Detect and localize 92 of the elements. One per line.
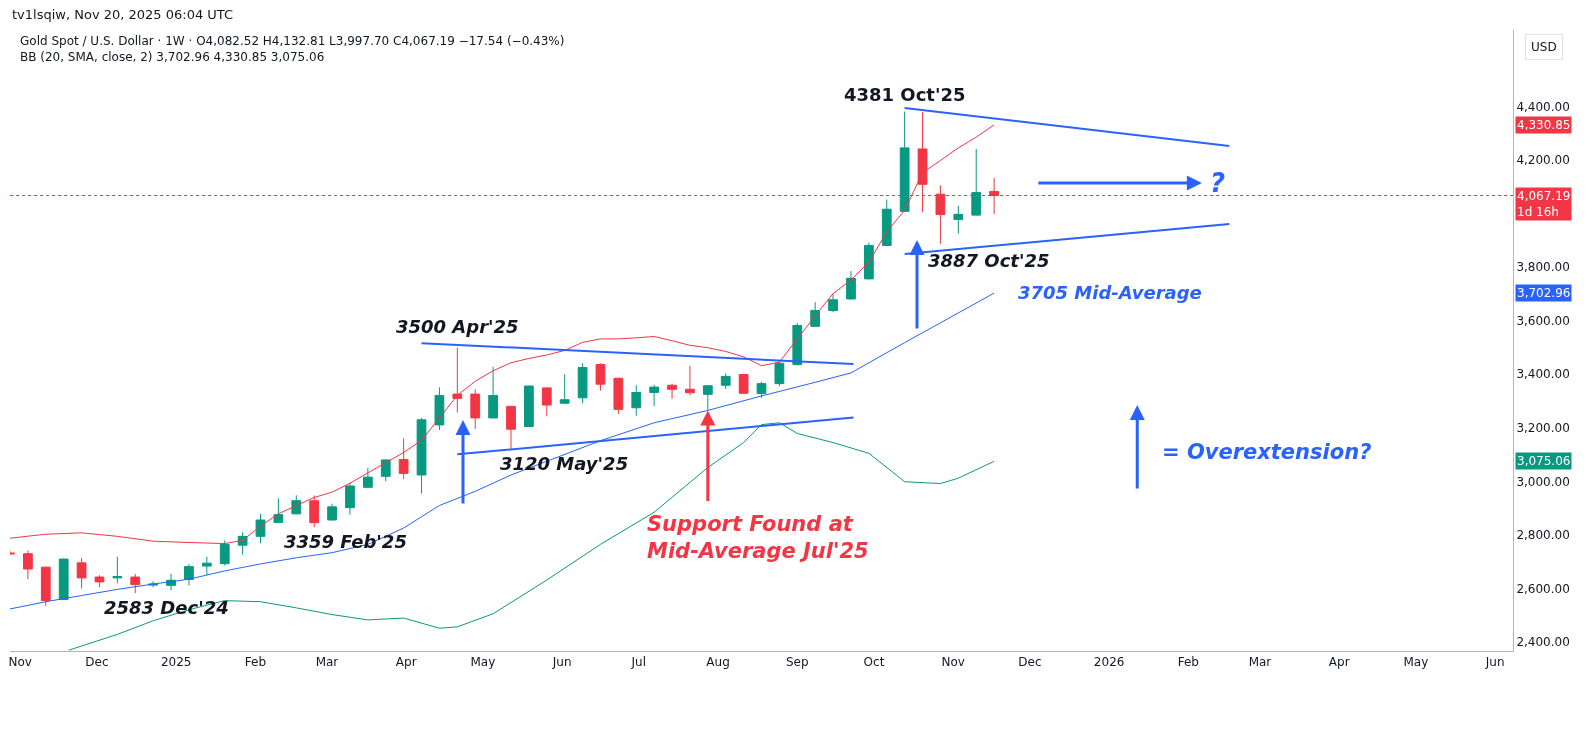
candlestick <box>452 346 463 414</box>
candlestick <box>23 550 33 580</box>
candlestick <box>524 385 534 428</box>
text: 4,330.85 <box>1517 118 1571 132</box>
y-tick-label: 2,600.00 <box>1516 581 1570 596</box>
y-tick-label: 3,800.00 <box>1516 260 1570 275</box>
candlestick <box>345 481 355 516</box>
text: tv1lsqiw, Nov 20, 2025 06:04 UTC <box>12 7 234 22</box>
y-tick-label: 2,400.00 <box>1516 635 1570 650</box>
candlestick <box>702 384 713 411</box>
x-tick-label: Mar <box>315 655 339 670</box>
y-tick-label: 2,800.00 <box>1516 528 1570 543</box>
x-tick-label: Apr <box>1328 655 1350 670</box>
candlestick <box>828 292 838 313</box>
annotation: 3887 Oct'25 <box>928 250 1050 271</box>
candlestick <box>577 362 588 404</box>
y-tick-label: 3,600.00 <box>1516 313 1570 328</box>
x-tick-label: Apr <box>395 655 417 670</box>
candlestick <box>506 405 516 450</box>
candlestick <box>488 366 498 419</box>
x-tick-label: Dec <box>85 655 109 670</box>
x-tick-label: Feb <box>244 655 267 670</box>
candlestick <box>953 205 964 235</box>
y-axis-title: USD <box>1531 40 1557 54</box>
y-tick-label: 4,200.00 <box>1516 153 1570 168</box>
annotation: 3705 Mid-Average <box>1018 282 1202 303</box>
candlestick <box>327 503 337 522</box>
candlestick <box>863 241 874 280</box>
candlestick <box>380 458 391 482</box>
y-tick-label: 3,000.00 <box>1516 474 1570 489</box>
x-tick-label: 2026 <box>1093 655 1125 670</box>
candlestick <box>112 556 123 584</box>
x-tick-label: May <box>1403 655 1429 670</box>
x-tick-label: Jun <box>1484 655 1505 670</box>
candlestick <box>398 437 409 480</box>
x-tick-label: Jul <box>630 655 647 670</box>
x-tick-label: 2025 <box>160 655 192 670</box>
annotation: ? <box>1210 168 1226 198</box>
candlestick <box>434 386 445 431</box>
candlestick <box>738 373 749 395</box>
candlestick <box>273 497 284 524</box>
candlestick <box>309 494 320 528</box>
candlestick <box>559 373 570 404</box>
ref-line-label: 4,067.19 1d 16h <box>1517 189 1571 219</box>
y-tick-label: 4,400.00 <box>1516 99 1570 114</box>
candlestick <box>756 381 767 399</box>
annotation: = Overextension? <box>1162 440 1372 464</box>
annotation: 4381 Oct'25 <box>844 84 966 105</box>
text: 3,075.06 <box>1517 454 1571 468</box>
candlestick <box>899 110 910 213</box>
candlestick <box>76 557 87 590</box>
text: BB (20, SMA, close, 2) 3,702.96 4,330.85 3,075.06 <box>20 50 325 64</box>
x-tick-label: Feb <box>1177 655 1199 670</box>
candlestick <box>40 566 51 607</box>
candlestick <box>685 365 695 396</box>
candlestick <box>184 563 194 586</box>
chart-title: Gold Spot / U.S. Dollar · 1W · O4,082.52 H4,132.81 L3,997.70 C4,067.19 −17.54 (−0.43%) <box>20 34 565 48</box>
candlestick <box>201 556 212 576</box>
candlestick <box>631 384 642 417</box>
text: 3,702.96 <box>1517 286 1571 300</box>
x-tick-label: Jun <box>551 655 572 670</box>
candlestick <box>720 372 731 390</box>
candlestick <box>130 573 141 594</box>
candlestick <box>58 558 69 601</box>
candlestick <box>881 199 892 247</box>
candlestick <box>541 386 552 417</box>
x-tick-label: Mar <box>1248 655 1272 670</box>
x-tick-label: Dec <box>1018 655 1042 670</box>
y-tick-label: 3,400.00 <box>1516 367 1570 382</box>
x-tick-label: Oct <box>863 655 885 670</box>
x-tick-label: Aug <box>706 655 730 670</box>
candlestick <box>667 383 677 400</box>
candlestick <box>792 322 803 366</box>
x-tick-label: May <box>470 655 496 670</box>
line-series <box>68 422 995 651</box>
candlestick <box>613 377 624 415</box>
candlestick <box>971 148 982 217</box>
x-tick-label: Sep <box>785 655 809 670</box>
candlestick <box>649 384 660 407</box>
annotation: 3500 Apr'25 <box>396 316 519 337</box>
annotation: Support Found at Mid-Average Jul'25 <box>647 512 869 564</box>
candlestick <box>595 362 606 392</box>
candlestick <box>470 388 481 430</box>
candlestick <box>219 539 230 567</box>
y-tick-label: 3,200.00 <box>1516 421 1570 436</box>
candlestick <box>416 417 427 494</box>
x-tick-label: Nov <box>941 655 965 670</box>
candlestick <box>255 513 266 544</box>
candlestick <box>94 574 105 588</box>
x-tick-label: Nov <box>8 655 32 670</box>
candlestick <box>846 270 856 301</box>
candlestick <box>362 467 373 489</box>
